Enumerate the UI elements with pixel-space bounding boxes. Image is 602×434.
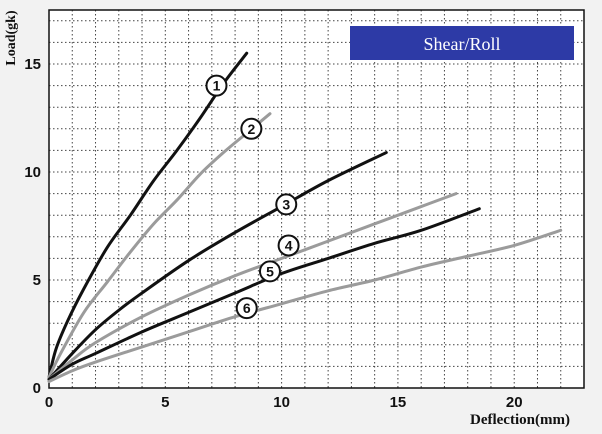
series-marker-2: 2 xyxy=(240,117,263,140)
series-marker-4: 4 xyxy=(277,234,300,257)
x-tick-label: 15 xyxy=(390,394,407,411)
series-line-2 xyxy=(47,112,272,379)
marker-circle xyxy=(258,260,281,283)
series-line-1 xyxy=(47,51,249,379)
y-tick-label: 10 xyxy=(24,164,41,181)
series-line-5 xyxy=(47,207,481,381)
x-tick-label: 10 xyxy=(273,394,290,411)
series-marker-6: 6 xyxy=(235,297,258,320)
title-background xyxy=(350,26,574,60)
grid xyxy=(48,10,585,389)
chart-title: Shear/Roll xyxy=(424,34,501,54)
series-line-3 xyxy=(47,151,388,381)
marker-label: 3 xyxy=(282,196,290,212)
series-line-4 xyxy=(47,192,458,381)
y-tick-label: 5 xyxy=(33,272,41,289)
plot-area xyxy=(49,10,584,388)
marker-label: 5 xyxy=(266,263,274,279)
series-line-6 xyxy=(47,228,563,384)
plot-frame xyxy=(48,9,585,389)
x-tick-label: 20 xyxy=(506,394,523,411)
marker-label: 6 xyxy=(243,300,251,316)
marker-circle xyxy=(275,193,298,216)
series-marker-1: 1 xyxy=(205,74,228,97)
marker-label: 2 xyxy=(247,121,255,137)
marker-circle xyxy=(240,117,263,140)
x-axis-label: Deflection(mm) xyxy=(470,412,570,428)
marker-circle xyxy=(235,297,258,320)
marker-label: 4 xyxy=(285,237,293,253)
marker-circle xyxy=(277,234,300,257)
marker-label: 1 xyxy=(213,78,221,94)
x-tick-label: 0 xyxy=(45,394,53,411)
series-marker-5: 5 xyxy=(258,260,281,283)
y-tick-label: 15 xyxy=(24,56,41,73)
series-marker-3: 3 xyxy=(275,193,298,216)
x-tick-label: 5 xyxy=(161,394,169,411)
series-layer: 1 2 3 45 6 xyxy=(47,51,563,384)
y-axis-label: Load(gk) xyxy=(4,10,19,66)
y-tick-label: 0 xyxy=(33,380,41,397)
marker-circle xyxy=(205,74,228,97)
title-box: Shear/Roll xyxy=(350,26,574,60)
